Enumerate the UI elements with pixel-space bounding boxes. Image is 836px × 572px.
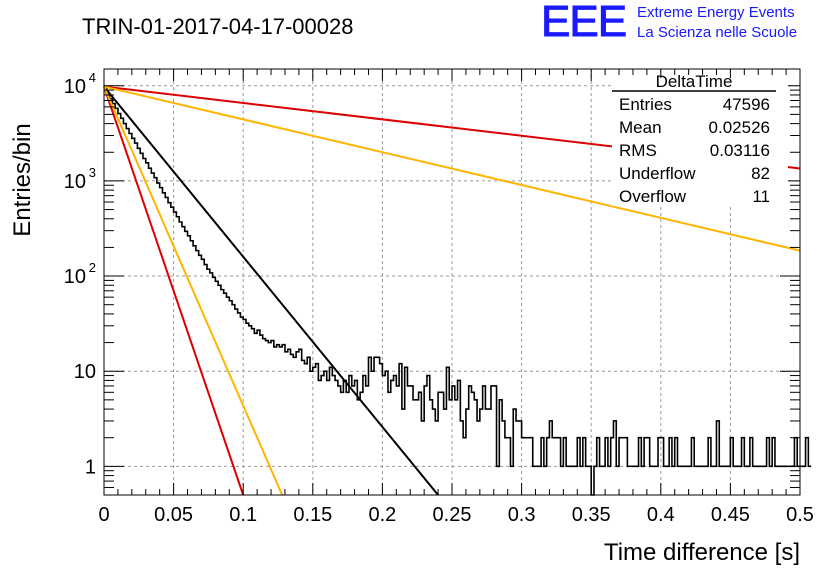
x-tick-label: 0.25 — [433, 504, 472, 526]
axis-ticks — [103, 69, 801, 496]
y-tick-label-exponent: 4 — [89, 70, 96, 85]
histogram — [104, 88, 812, 496]
stats-box-background — [612, 78, 788, 206]
y-tick-label-exponent: 2 — [89, 260, 96, 275]
x-tick-label: 0 — [98, 504, 109, 526]
chart-title: TRIN-01-2017-04-17-00028 — [82, 14, 354, 39]
eee-logo-line2: La Scienza nelle Scuole — [637, 24, 798, 41]
x-tick-label: 0.35 — [572, 504, 611, 526]
fit-line — [103, 85, 439, 496]
stats-row-value: 47596 — [723, 95, 770, 114]
fit-line — [103, 85, 801, 252]
y-tick-label: 10 — [64, 76, 86, 98]
stats-box: DeltaTime Entries 47596 Mean 0.02526 RMS… — [612, 72, 788, 206]
stats-row-label: Overflow — [619, 187, 687, 206]
y-axis-label: Entries/bin — [9, 123, 36, 236]
x-tick-label: 0.15 — [293, 504, 332, 526]
x-tick-label: 0.4 — [647, 504, 675, 526]
stats-row-value: 82 — [751, 164, 770, 183]
x-tick-label: 0.3 — [508, 504, 536, 526]
stats-row-label: Entries — [619, 95, 672, 114]
stats-row-label: RMS — [619, 141, 657, 160]
y-tick-label: 10 — [74, 361, 96, 383]
eee-logo: EEE Extreme Energy Events La Scienza nel… — [540, 0, 836, 46]
fit-line — [103, 86, 284, 496]
stats-row-value: 0.02526 — [709, 118, 770, 137]
y-tick-label: 1 — [85, 456, 96, 478]
x-tick-label: 0.1 — [229, 504, 257, 526]
stats-row-label: Underflow — [619, 164, 696, 183]
stats-title: DeltaTime — [656, 72, 733, 91]
x-axis-label: Time difference [s] — [604, 539, 800, 566]
x-tick-label: 0.2 — [368, 504, 396, 526]
x-tick-labels: 0 0.05 0.1 0.15 0.2 0.25 0.3 0.35 0.4 0.45 0.5 — [98, 504, 813, 526]
fit-lines — [103, 85, 801, 496]
eee-logo-line1: Extreme Energy Events — [637, 4, 795, 21]
stats-row-value: 0.03116 — [710, 141, 770, 160]
eee-logo-mark: EEE — [540, 0, 627, 46]
stats-row-value: 11 — [752, 187, 770, 206]
grid — [104, 69, 800, 495]
stats-row-label: Mean — [619, 118, 662, 137]
histogram-outline — [104, 88, 812, 496]
y-tick-label: 10 — [64, 266, 86, 288]
y-tick-label: 10 — [64, 171, 86, 193]
fit-line — [103, 86, 245, 496]
x-tick-label: 0.05 — [154, 504, 193, 526]
y-tick-label-exponent: 3 — [89, 165, 96, 180]
x-tick-label: 0.5 — [786, 504, 814, 526]
x-tick-label: 0.45 — [711, 504, 750, 526]
